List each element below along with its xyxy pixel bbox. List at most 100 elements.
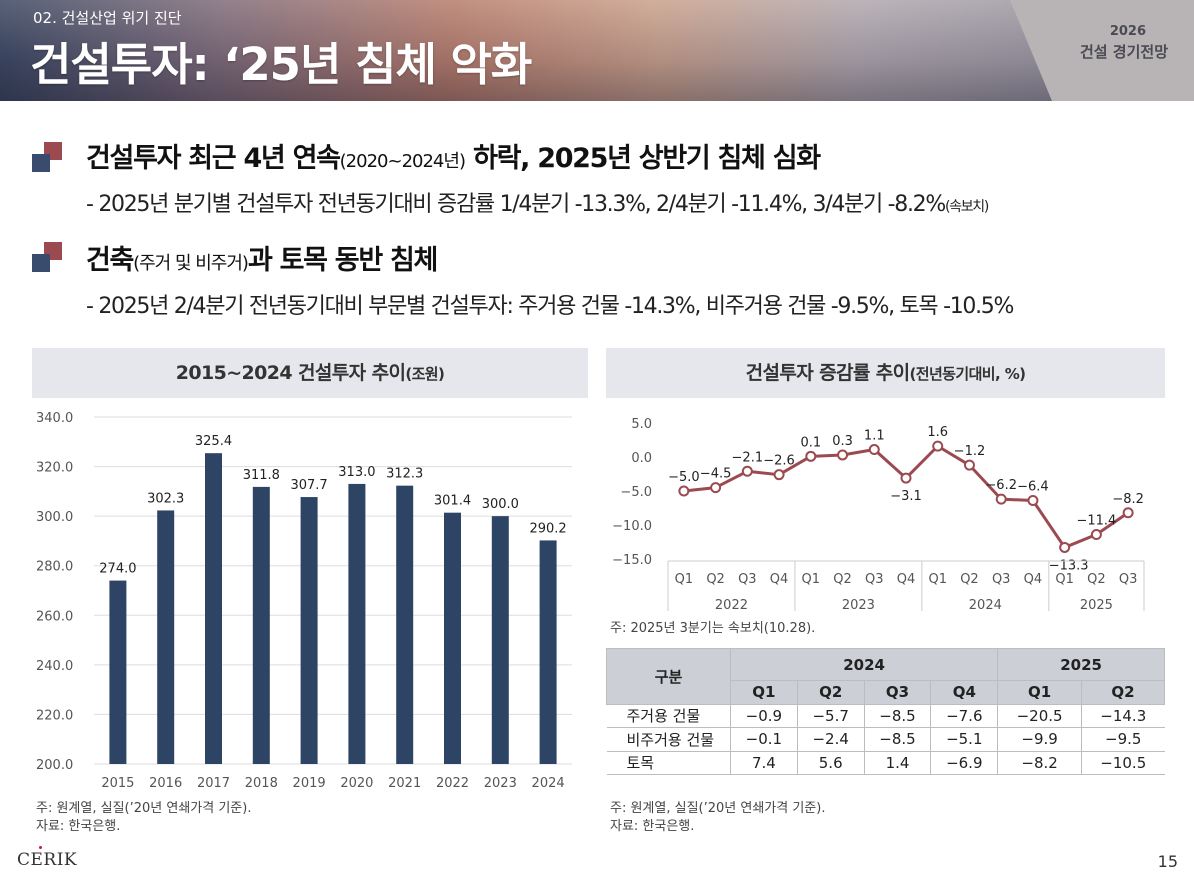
data-point xyxy=(900,472,912,484)
point-value-label: 0.3 xyxy=(832,434,853,449)
quarter-label: Q4 xyxy=(1024,572,1043,587)
point-value-label: −3.1 xyxy=(890,489,922,504)
table-corner: 구분 xyxy=(606,648,731,705)
table-quarter-header: Q4 xyxy=(930,680,999,705)
table-quarter-header: Q1 xyxy=(730,680,798,705)
table-cell: −9.5 xyxy=(1081,727,1165,752)
y-tick-label: 280.0 xyxy=(36,560,73,575)
data-point xyxy=(995,493,1007,505)
header-banner: 02. 건설산업 위기 진단 건설투자: ‘25년 침체 악화 2026 건설 … xyxy=(0,0,1194,101)
quarter-label: Q3 xyxy=(1119,572,1138,587)
y-tick-label: −5.0 xyxy=(620,485,652,500)
banner-overlay xyxy=(0,0,1194,101)
point-value-label: −4.5 xyxy=(700,467,732,482)
y-tick-label: −10.0 xyxy=(612,519,652,534)
table-row-label: 토목 xyxy=(606,750,731,775)
quarter-label: Q1 xyxy=(1055,572,1074,587)
x-tick-label: 2016 xyxy=(149,776,182,791)
point-value-label: −13.3 xyxy=(1049,558,1089,573)
logo-dot xyxy=(39,846,42,849)
point-value-label: −8.2 xyxy=(1112,492,1144,507)
x-tick-label: 2024 xyxy=(532,776,565,791)
point-value-label: 1.6 xyxy=(927,425,948,440)
line-chart: 5.00.0−5.0−10.0−15.0−5.0 −4.5−2.1 −2.60.1 0… xyxy=(612,417,1145,613)
table-cell: −8.2 xyxy=(997,750,1082,775)
data-point xyxy=(1090,529,1102,541)
data-point xyxy=(710,482,722,494)
y-tick-label: 320.0 xyxy=(36,461,73,476)
data-point xyxy=(963,459,975,471)
bar xyxy=(444,512,461,764)
table-cell: 1.4 xyxy=(863,750,931,775)
data-point xyxy=(1059,541,1071,553)
bar xyxy=(539,540,557,764)
bar xyxy=(300,497,318,764)
table-cell: −8.5 xyxy=(863,727,931,752)
y-tick-label: 0.0 xyxy=(631,451,652,466)
bar xyxy=(109,580,127,764)
bar-value-label: 274.0 xyxy=(99,562,136,577)
point2-detail: - 2025년 2/4분기 전년동기대비 부문별 건설투자: 주거용 건물 -1… xyxy=(86,294,1014,319)
quarter-label: Q1 xyxy=(675,572,694,587)
bar-value-label: 312.3 xyxy=(386,467,423,482)
table-year-header: 2024 xyxy=(729,648,999,681)
y-tick-label: 260.0 xyxy=(36,609,73,624)
table-quarter-header: Q2 xyxy=(796,680,865,705)
y-tick-label: 300.0 xyxy=(36,510,73,525)
bar-value-label: 301.4 xyxy=(434,494,471,509)
x-tick-label: 2023 xyxy=(484,776,517,791)
bar-value-label: 307.7 xyxy=(290,478,327,493)
quarter-label: Q2 xyxy=(960,572,979,587)
point-value-label: −2.1 xyxy=(732,450,764,465)
data-point xyxy=(868,444,880,456)
y-tick-label: 240.0 xyxy=(36,659,73,674)
table-cell: −10.5 xyxy=(1081,750,1165,775)
bar xyxy=(348,483,366,764)
quarter-label: Q4 xyxy=(770,572,789,587)
data-point xyxy=(678,485,690,497)
table-cell: −14.3 xyxy=(1081,703,1165,728)
year-label: 2023 xyxy=(842,598,875,613)
right-source: 자료: 한국은행. xyxy=(610,819,695,834)
table-cell: 7.4 xyxy=(730,750,798,775)
data-point xyxy=(805,450,817,462)
table-cell: −6.9 xyxy=(930,750,998,775)
bar-value-label: 300.0 xyxy=(482,497,519,512)
line-chart-note: 주: 2025년 3분기는 속보치(10.28). xyxy=(610,621,816,636)
bar xyxy=(252,486,270,764)
y-tick-label: 220.0 xyxy=(36,708,73,723)
quarterly-table: 구분 2024 2025 Q1 Q2 Q3 Q4 Q1 Q2 주거용 건물 −0… xyxy=(606,648,1165,775)
point-value-label: 1.1 xyxy=(864,429,885,444)
table-cell: −5.7 xyxy=(796,703,865,728)
y-tick-label: −15.0 xyxy=(612,553,652,568)
bar xyxy=(157,510,175,764)
brand-year: 2026 xyxy=(1109,24,1146,39)
bullet-icon xyxy=(32,142,64,172)
right-chart-title: 건설투자 증감률 추이(전년동기대비, %) xyxy=(606,348,1165,398)
point-value-label: 0.1 xyxy=(800,435,821,450)
page-title: 건설투자: ‘25년 침체 악화 xyxy=(30,38,532,91)
bar-value-label: 302.3 xyxy=(147,491,184,506)
table-cell: −2.4 xyxy=(796,727,865,752)
data-point xyxy=(932,440,944,452)
table-row: 비주거용 건물 −0.1 −2.4 −8.5 −5.1 −9.9 −9.5 xyxy=(606,727,1165,752)
table-cell: −0.1 xyxy=(730,727,798,752)
year-label: 2025 xyxy=(1080,598,1113,613)
left-notes: 주: 원계열, 실질(’20년 연쇄가격 기준). 자료: 한국은행. xyxy=(36,800,251,836)
point-value-label: −11.4 xyxy=(1076,514,1116,529)
bar-value-label: 290.2 xyxy=(529,521,566,536)
right-note: 주: 원계열, 실질(’20년 연쇄가격 기준). xyxy=(610,801,826,816)
point-value-label: −5.0 xyxy=(668,470,700,485)
quarter-label: Q2 xyxy=(1087,572,1106,587)
table-cell: −0.9 xyxy=(730,703,798,728)
table-row-label: 비주거용 건물 xyxy=(606,727,731,752)
data-point xyxy=(837,449,849,461)
y-tick-label: 340.0 xyxy=(36,411,73,426)
x-tick-label: 2021 xyxy=(388,776,421,791)
point-value-label: −1.2 xyxy=(954,444,986,459)
point-value-label: −6.4 xyxy=(1017,480,1049,495)
x-tick-label: 2015 xyxy=(101,776,134,791)
table-cell: 5.6 xyxy=(796,750,865,775)
data-point xyxy=(741,465,753,477)
bar xyxy=(491,516,509,764)
